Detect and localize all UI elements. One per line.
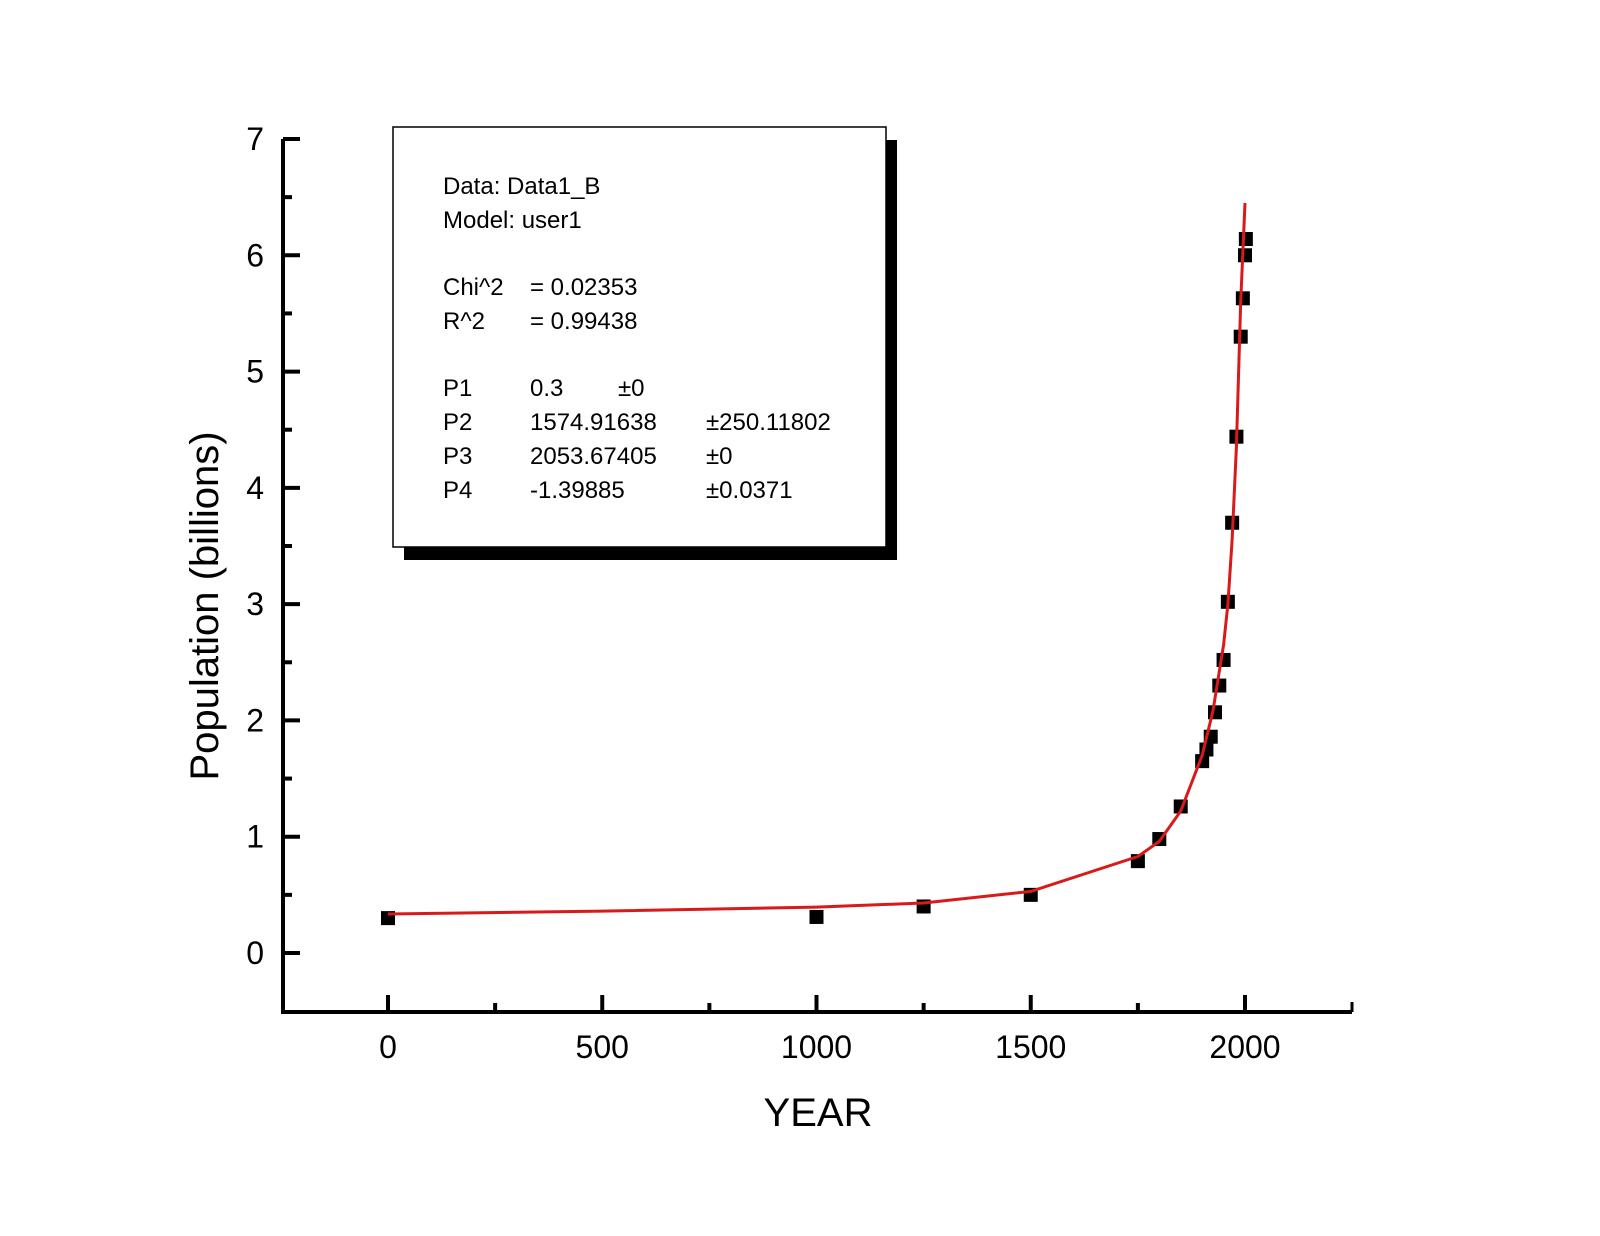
y-tick-label: 4 <box>246 470 264 506</box>
info-param-error: ±0 <box>706 443 733 470</box>
info-box-frame <box>392 126 887 548</box>
y-tick-label: 5 <box>246 354 264 390</box>
data-point <box>1216 652 1231 667</box>
info-stat-value: = 0.99438 <box>530 308 637 335</box>
info-data-line: Data: Data1_B <box>443 173 600 200</box>
x-tick-label: 500 <box>576 1029 629 1065</box>
y-tick-label: 6 <box>246 237 264 273</box>
x-axis-title: YEAR <box>764 1091 873 1135</box>
info-param-error: ±250.11802 <box>706 409 831 436</box>
x-tick-label: 1000 <box>781 1029 852 1065</box>
data-point <box>1235 291 1250 306</box>
info-param-name: P3 <box>443 443 472 470</box>
info-param-value: 0.3 <box>530 375 563 402</box>
x-tick-label: 2000 <box>1209 1029 1280 1065</box>
data-point <box>1238 232 1253 247</box>
info-stat-name: Chi^2 <box>443 274 504 301</box>
y-tick-label: 2 <box>246 702 264 738</box>
info-param-name: P1 <box>443 375 472 402</box>
info-stat-value: = 0.02353 <box>530 274 637 301</box>
plot-area <box>381 202 1253 926</box>
info-param-value: 1574.91638 <box>530 409 657 436</box>
info-param-value: 2053.67405 <box>530 443 657 470</box>
y-tick-label: 7 <box>246 121 264 157</box>
data-point <box>809 909 824 924</box>
info-param-error: ±0.0371 <box>706 477 793 504</box>
y-tick-label: 0 <box>246 935 264 971</box>
info-stat-name: R^2 <box>443 308 485 335</box>
fit-curve <box>387 202 1247 916</box>
y-tick-label: 1 <box>246 819 264 855</box>
fit-info-box: Data: Data1_B Model: user1 Chi^2 = 0.02353 R… <box>392 126 897 560</box>
info-model-line: Model: user1 <box>443 207 582 234</box>
info-param-name: P4 <box>443 477 472 504</box>
x-tick-label: 0 <box>379 1029 397 1065</box>
data-point <box>1238 248 1252 263</box>
info-param-name: P2 <box>443 409 472 436</box>
axes: 0 1 2 3 4 5 6 7 0 500 1000 1500 2000 <box>246 121 1354 1065</box>
x-tick-label: 1500 <box>995 1029 1066 1065</box>
y-axis-title: Population (billions) <box>183 431 227 780</box>
info-param-error: ±0 <box>618 375 645 402</box>
info-param-value: -1.39885 <box>530 477 625 504</box>
y-tick-label: 3 <box>246 586 264 622</box>
